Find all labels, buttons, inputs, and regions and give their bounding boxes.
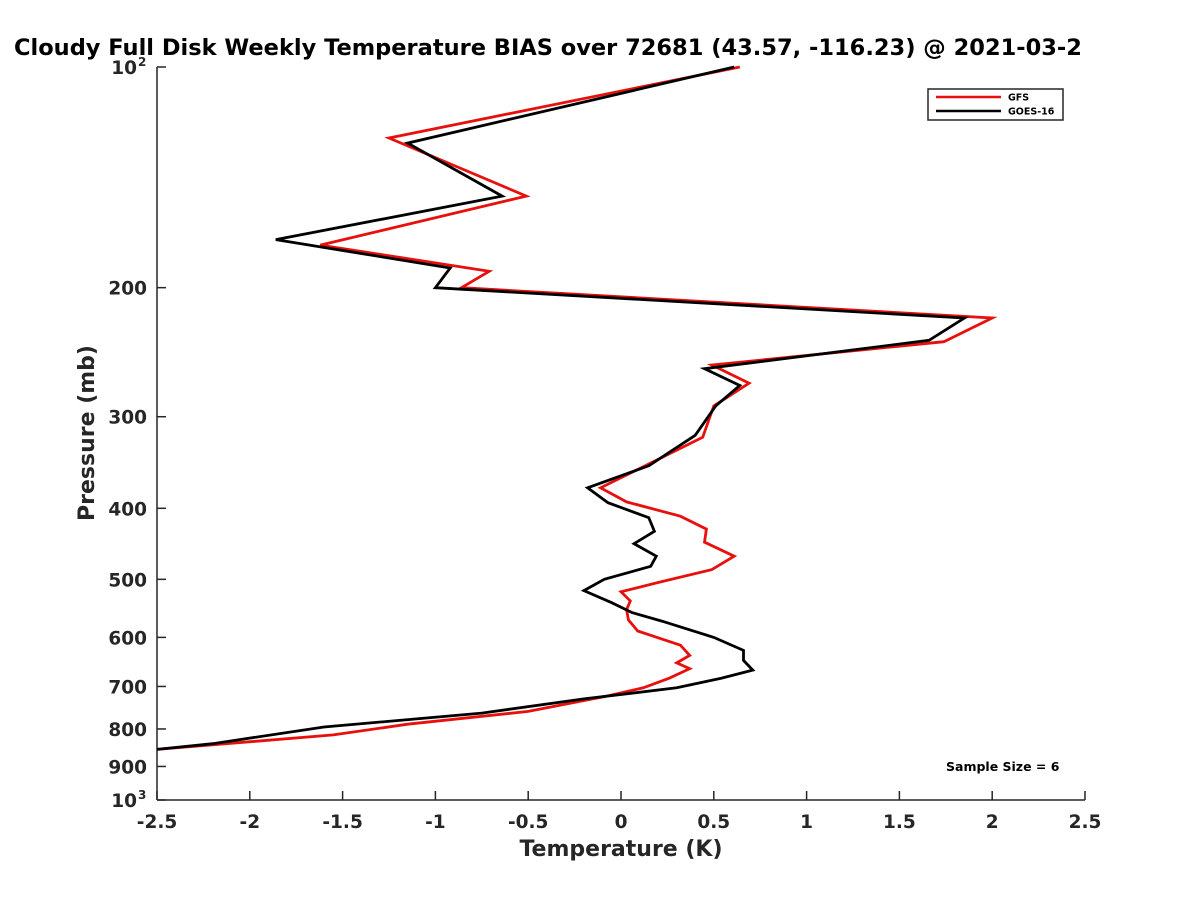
y-axis-label: Pressure (mb) [75, 345, 100, 521]
y-tick-label: 300 [108, 408, 147, 429]
x-axis-ticks: -2.5 -2 -1.5 -1 -0.5 0 0.5 1 1.5 2 2.5 [137, 791, 1102, 833]
y-tick-exponent: 2 [138, 55, 146, 69]
x-tick-label: 2 [986, 812, 999, 833]
series-line-gfs [156, 65, 998, 751]
x-tick-label: 0.5 [697, 812, 730, 833]
sample-size-annotation: Sample Size = 6 [946, 759, 1060, 774]
y-tick-exponent: 3 [138, 788, 146, 802]
y-tick-label: 10 [111, 58, 137, 79]
series-line-goes16 [156, 65, 969, 751]
y-tick-label: 900 [108, 757, 147, 778]
legend: GFS GOES-16 [927, 88, 1064, 121]
y-tick-label: 700 [108, 677, 147, 698]
x-tick-label: 2.5 [1069, 812, 1102, 833]
y-tick-label: 800 [108, 720, 147, 741]
series-lines [156, 65, 998, 751]
y-tick-label: 400 [108, 499, 147, 520]
plot-area [156, 67, 1085, 801]
x-tick-label: -1.5 [322, 812, 362, 833]
x-tick-label: 0 [615, 812, 628, 833]
x-tick-label: -0.5 [508, 812, 548, 833]
x-tick-label: 1.5 [883, 812, 916, 833]
y-tick-label: 10 [111, 791, 137, 812]
y-tick-label: 600 [108, 628, 147, 649]
y-tick-label: 200 [108, 279, 147, 300]
x-axis-label: Temperature (K) [519, 837, 722, 862]
x-tick-label: -2 [240, 812, 261, 833]
x-tick-label: -1 [425, 812, 446, 833]
x-tick-label: -2.5 [137, 812, 177, 833]
legend-box [927, 88, 1064, 121]
legend-label-gfs: GFS [1008, 93, 1029, 104]
chart-title: Cloudy Full Disk Weekly Temperature BIAS… [14, 35, 1082, 61]
legend-label-goes16: GOES-16 [1008, 107, 1055, 118]
y-tick-label: 500 [108, 570, 147, 591]
x-tick-label: 1 [800, 812, 813, 833]
